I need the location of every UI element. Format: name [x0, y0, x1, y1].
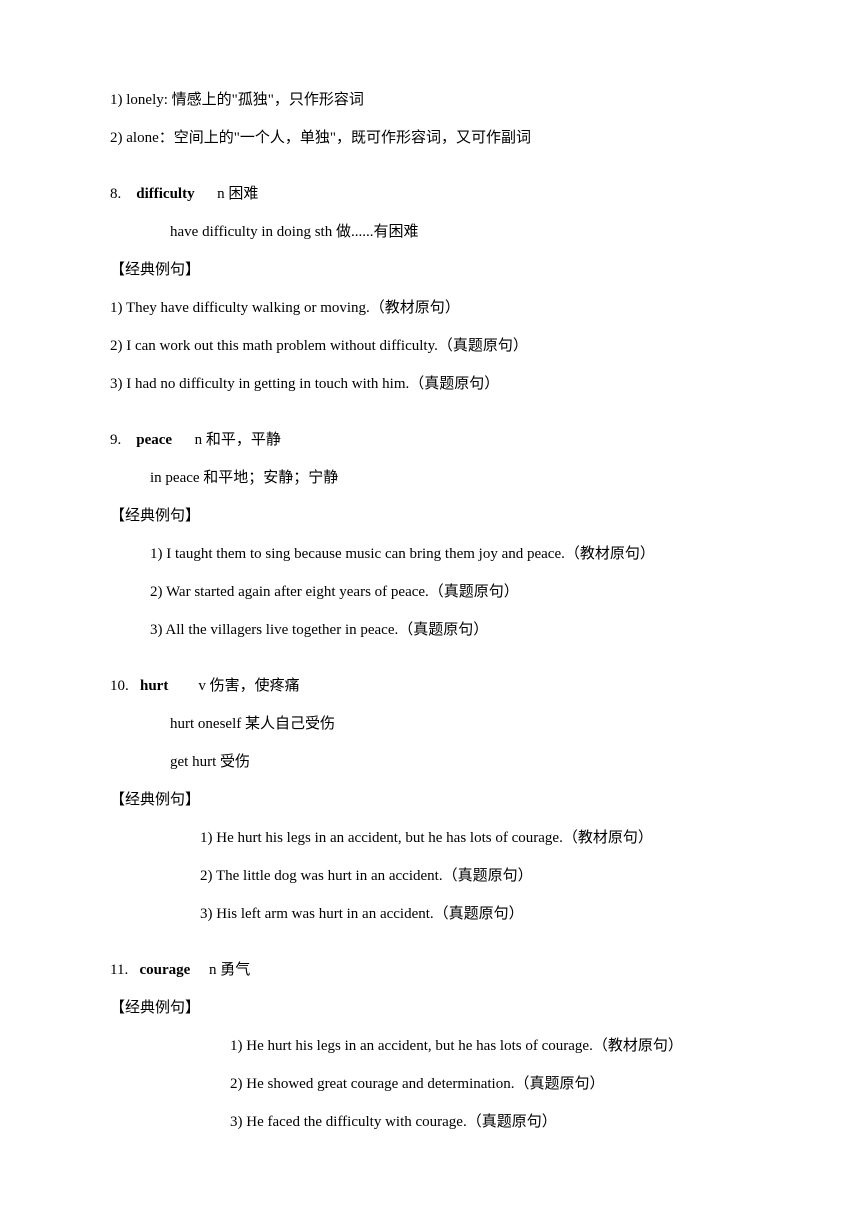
intro-line-2: 2) alone：空间上的"一个人，单独"，既可作形容词，又可作副词: [110, 126, 750, 150]
section-9-num: 9.: [110, 432, 121, 448]
section-11-def: n 勇气: [209, 962, 250, 978]
section-10-num: 10.: [110, 678, 129, 694]
section-10-sub1: hurt oneself 某人自己受伤: [110, 712, 750, 736]
section-10-label: 【经典例句】: [110, 788, 750, 812]
section-8-ex2: 2) I can work out this math problem with…: [110, 334, 750, 358]
section-8-ex3: 3) I had no difficulty in getting in tou…: [110, 372, 750, 396]
section-8-label: 【经典例句】: [110, 258, 750, 282]
section-10-header: 10. hurt v 伤害，使疼痛: [110, 674, 750, 698]
section-10-ex1: 1) He hurt his legs in an accident, but …: [110, 826, 750, 850]
section-10-ex2: 2) The little dog was hurt in an acciden…: [110, 864, 750, 888]
section-9-ex1: 1) I taught them to sing because music c…: [110, 542, 750, 566]
section-11-label: 【经典例句】: [110, 996, 750, 1020]
section-9-word: peace: [136, 432, 172, 448]
section-9-sub: in peace 和平地；安静；宁静: [110, 466, 750, 490]
section-11-num: 11.: [110, 962, 128, 978]
section-11-ex2: 2) He showed great courage and determina…: [110, 1072, 750, 1096]
section-11-ex1: 1) He hurt his legs in an accident, but …: [110, 1034, 750, 1058]
section-8-num: 8.: [110, 186, 121, 202]
section-9-ex3: 3) All the villagers live together in pe…: [110, 618, 750, 642]
section-10-ex3: 3) His left arm was hurt in an accident.…: [110, 902, 750, 926]
section-9-ex2: 2) War started again after eight years o…: [110, 580, 750, 604]
section-9-label: 【经典例句】: [110, 504, 750, 528]
section-8-header: 8. difficulty n 困难: [110, 182, 750, 206]
section-8-sub: have difficulty in doing sth 做......有困难: [110, 220, 750, 244]
section-11-ex3: 3) He faced the difficulty with courage.…: [110, 1110, 750, 1134]
section-8-ex1: 1) They have difficulty walking or movin…: [110, 296, 750, 320]
section-10-sub2: get hurt 受伤: [110, 750, 750, 774]
section-11-header: 11. courage n 勇气: [110, 958, 750, 982]
intro-line-1: 1) lonely: 情感上的"孤独"，只作形容词: [110, 88, 750, 112]
section-10-def: v 伤害，使疼痛: [198, 678, 299, 694]
section-8-def: n 困难: [217, 186, 258, 202]
section-8-word: difficulty: [136, 186, 194, 202]
section-9-header: 9. peace n 和平，平静: [110, 428, 750, 452]
section-10-word: hurt: [140, 678, 168, 694]
section-11-word: courage: [139, 962, 190, 978]
section-9-def: n 和平，平静: [195, 432, 281, 448]
